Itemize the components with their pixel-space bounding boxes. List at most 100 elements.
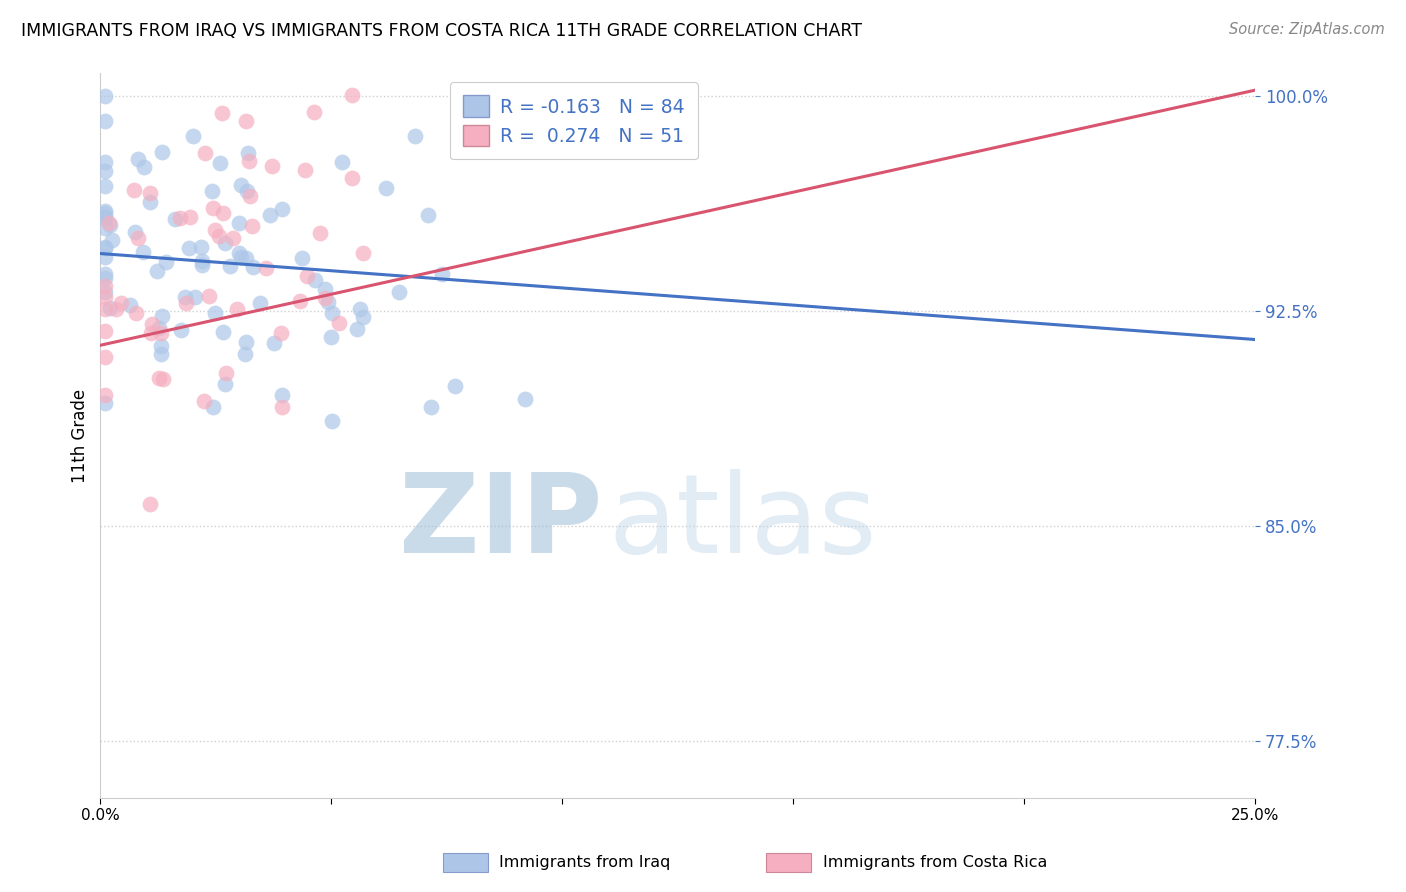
- Point: [214, 236, 236, 251]
- Point: [94, 155, 117, 169]
- Point: [127, 231, 149, 245]
- Point: [204, 222, 226, 236]
- Point: [141, 317, 163, 331]
- Point: [176, 295, 198, 310]
- Point: [254, 260, 277, 275]
- Point: [148, 321, 170, 335]
- Point: [314, 282, 336, 296]
- Point: [316, 295, 339, 310]
- Point: [208, 228, 231, 243]
- Point: [218, 260, 240, 274]
- Point: [259, 208, 281, 222]
- Point: [342, 171, 364, 186]
- Point: [139, 326, 162, 341]
- Point: [132, 160, 155, 174]
- Point: [288, 293, 311, 308]
- Point: [191, 253, 214, 268]
- Point: [94, 163, 117, 178]
- Point: [444, 378, 467, 392]
- Point: [124, 225, 146, 239]
- Point: [138, 497, 160, 511]
- Point: [319, 330, 342, 344]
- Point: [263, 335, 285, 350]
- Point: [211, 325, 233, 339]
- Text: Source: ZipAtlas.com: Source: ZipAtlas.com: [1229, 22, 1385, 37]
- Point: [330, 154, 353, 169]
- Point: [309, 226, 332, 240]
- Point: [149, 326, 172, 340]
- Point: [94, 388, 117, 402]
- Y-axis label: 11th Grade: 11th Grade: [72, 388, 89, 483]
- Point: [515, 392, 537, 406]
- Point: [94, 279, 117, 293]
- Point: [165, 212, 187, 227]
- Point: [146, 264, 169, 278]
- Point: [190, 240, 212, 254]
- Point: [321, 306, 343, 320]
- Point: [193, 394, 215, 409]
- Point: [94, 285, 117, 300]
- Text: Immigrants from Iraq: Immigrants from Iraq: [499, 855, 671, 870]
- Point: [239, 189, 262, 203]
- Point: [94, 324, 117, 338]
- Point: [233, 347, 256, 361]
- Point: [270, 387, 292, 401]
- Point: [328, 316, 350, 330]
- Point: [94, 204, 117, 219]
- Point: [94, 89, 117, 103]
- Point: [260, 159, 283, 173]
- Point: [249, 296, 271, 310]
- Point: [132, 245, 155, 260]
- Point: [222, 230, 245, 244]
- Text: ZIP: ZIP: [399, 469, 603, 576]
- Text: atlas: atlas: [609, 469, 877, 576]
- Point: [150, 347, 173, 361]
- Point: [229, 250, 252, 264]
- Point: [169, 211, 191, 225]
- Point: [94, 240, 117, 254]
- Point: [229, 178, 252, 192]
- Point: [98, 301, 121, 315]
- Point: [94, 301, 117, 316]
- Point: [226, 301, 249, 316]
- Point: [419, 400, 441, 414]
- Point: [235, 334, 257, 349]
- Point: [432, 267, 454, 281]
- Point: [104, 302, 127, 317]
- Point: [228, 246, 250, 260]
- Point: [242, 260, 264, 274]
- Point: [179, 241, 201, 255]
- Point: [118, 298, 141, 312]
- Point: [197, 289, 219, 303]
- Point: [201, 184, 224, 198]
- Point: [139, 195, 162, 210]
- Point: [208, 156, 231, 170]
- Point: [98, 218, 121, 232]
- Point: [150, 309, 173, 323]
- Point: [94, 179, 117, 194]
- Point: [98, 216, 121, 230]
- Point: [302, 104, 325, 119]
- Point: [404, 129, 426, 144]
- Point: [101, 233, 124, 247]
- Point: [94, 241, 117, 255]
- Point: [416, 208, 439, 222]
- Point: [150, 339, 173, 353]
- Text: Immigrants from Costa Rica: Immigrants from Costa Rica: [823, 855, 1047, 870]
- Point: [295, 268, 318, 283]
- Text: IMMIGRANTS FROM IRAQ VS IMMIGRANTS FROM COSTA RICA 11TH GRADE CORRELATION CHART: IMMIGRANTS FROM IRAQ VS IMMIGRANTS FROM …: [21, 22, 862, 40]
- Point: [138, 186, 160, 200]
- Point: [204, 306, 226, 320]
- Point: [215, 366, 238, 380]
- Point: [211, 106, 233, 120]
- Point: [238, 145, 260, 160]
- Point: [110, 295, 132, 310]
- Point: [201, 202, 224, 216]
- Point: [202, 401, 225, 415]
- Point: [191, 258, 214, 272]
- Point: [349, 301, 371, 316]
- Point: [342, 87, 364, 102]
- Point: [125, 306, 148, 320]
- Point: [235, 252, 257, 266]
- Point: [94, 206, 117, 220]
